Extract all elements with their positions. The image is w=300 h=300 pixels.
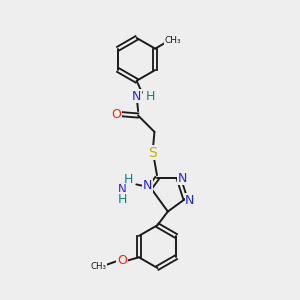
Text: N: N: [142, 179, 152, 192]
Text: S: S: [148, 146, 157, 160]
Text: O: O: [117, 254, 127, 267]
Text: N: N: [118, 183, 126, 196]
Text: N: N: [178, 172, 187, 185]
Text: N: N: [132, 90, 141, 103]
Text: H: H: [117, 193, 127, 206]
Text: CH₃: CH₃: [164, 36, 181, 45]
Text: O: O: [111, 107, 121, 121]
Text: H: H: [145, 90, 155, 103]
Text: CH₃: CH₃: [90, 262, 106, 271]
Text: H: H: [123, 172, 133, 186]
Text: N: N: [185, 194, 194, 207]
